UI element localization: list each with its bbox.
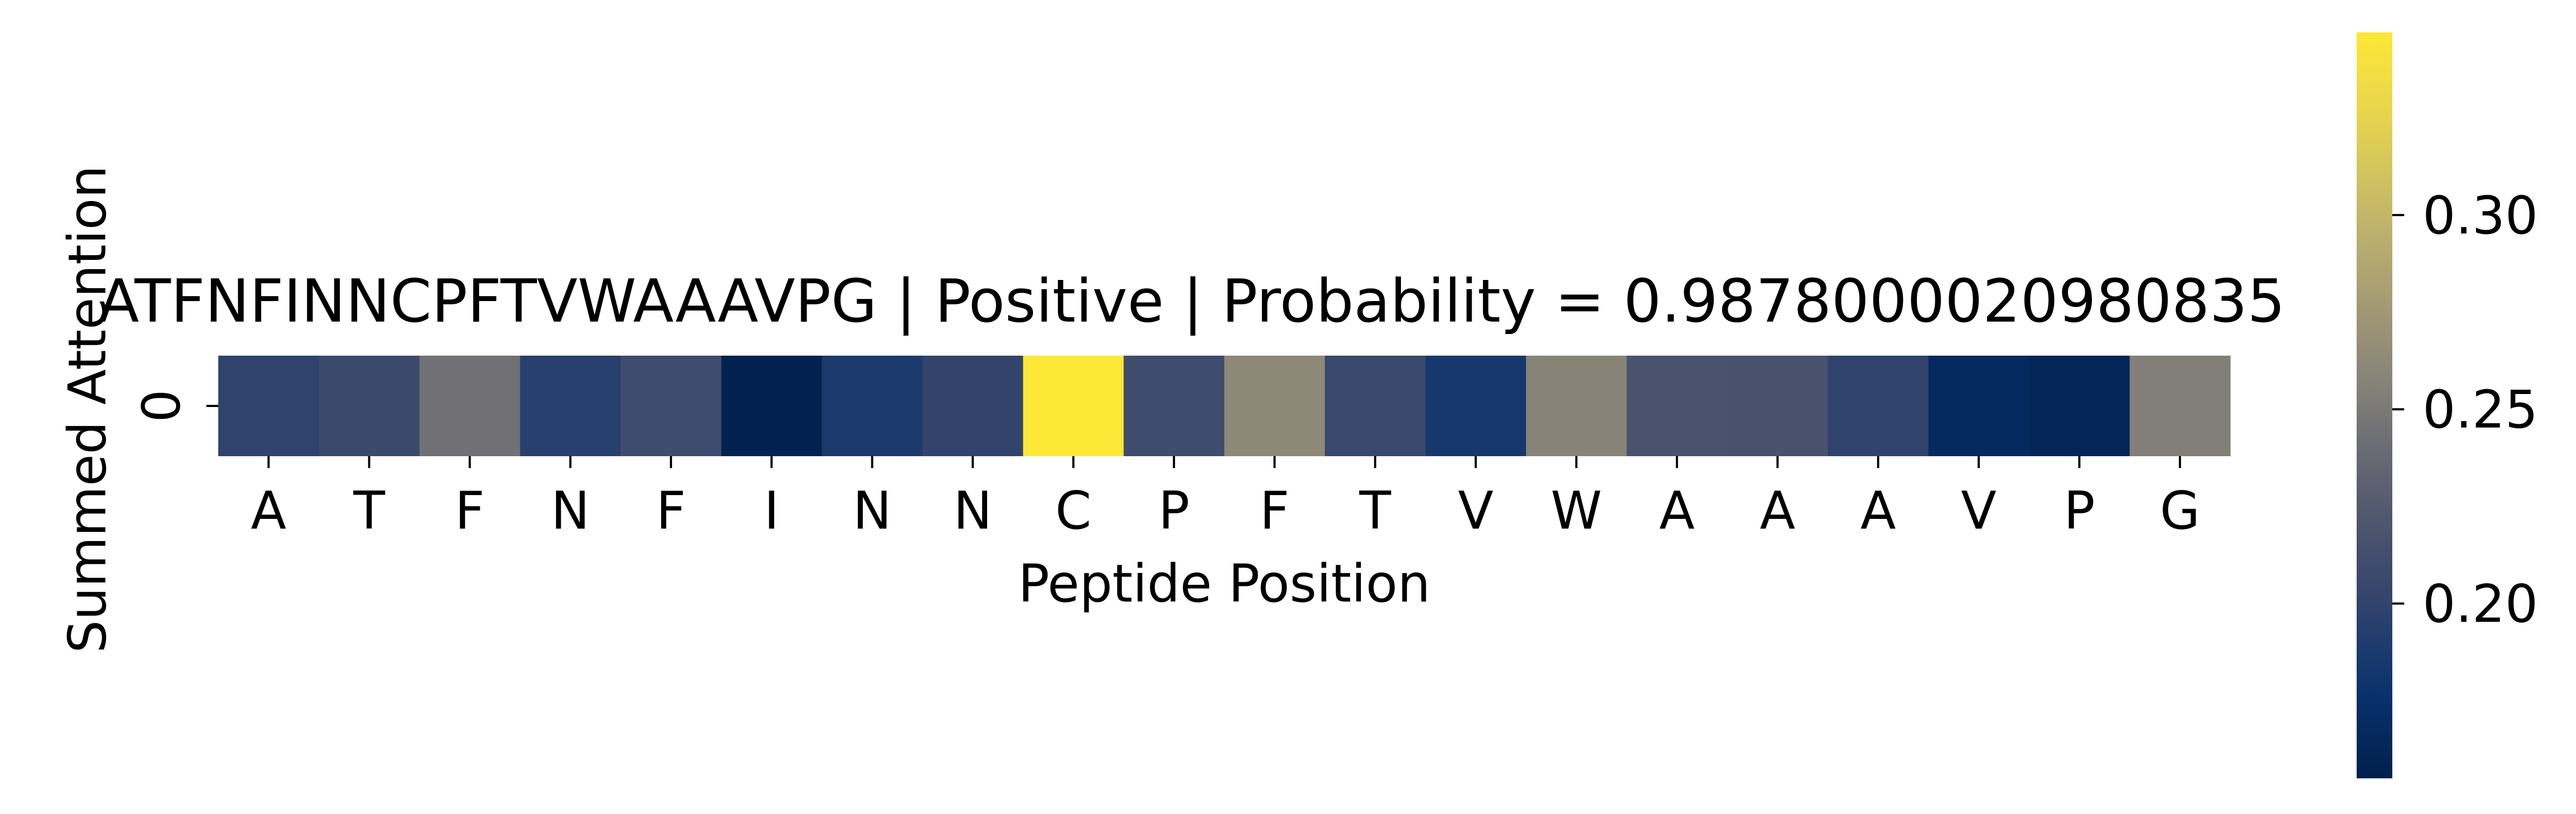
x-tick-label: A <box>1659 481 1695 541</box>
colorbar <box>2357 32 2392 778</box>
heatmap-cell-7 <box>922 356 1024 456</box>
x-axis-label: Peptide Position <box>1018 553 1430 614</box>
heatmap-cells <box>218 356 2231 456</box>
x-tick-label: F <box>656 481 686 541</box>
y-axis-label: Summed Attention <box>57 165 118 653</box>
x-tick-label: N <box>954 481 992 541</box>
x-tick-label: F <box>1259 481 1289 541</box>
heatmap-cell-18 <box>2029 356 2130 456</box>
x-tick-label: V <box>1961 481 1997 541</box>
heatmap-cell-10 <box>1224 356 1325 456</box>
x-tick-label: V <box>1458 481 1494 541</box>
x-tick-label: T <box>1359 481 1391 541</box>
x-tick-label: P <box>1158 481 1190 541</box>
x-tick-label: F <box>455 481 485 541</box>
heatmap-cell-8 <box>1023 356 1124 456</box>
y-tick-label: 0 <box>131 389 192 422</box>
x-tick-label: N <box>853 481 891 541</box>
y-axis: 0 <box>131 389 218 423</box>
x-tick-label: W <box>1551 481 1602 541</box>
x-tick-label: A <box>1860 481 1896 541</box>
x-tick-label: G <box>2160 481 2200 541</box>
heatmap-cell-12 <box>1425 356 1527 456</box>
heatmap-cell-1 <box>319 356 420 456</box>
heatmap-cell-17 <box>1928 356 2030 456</box>
heatmap-cell-5 <box>721 356 822 456</box>
x-tick-label: A <box>251 481 286 541</box>
colorbar-ticks: 0.20 0.25 0.30 <box>2392 185 2538 635</box>
x-tick-label: T <box>353 481 385 541</box>
x-tick-label: P <box>2064 481 2095 541</box>
heatmap-cell-16 <box>1828 356 1929 456</box>
heatmap-cell-13 <box>1526 356 1627 456</box>
colorbar-tick-label: 0.20 <box>2423 574 2538 635</box>
heatmap-cell-0 <box>218 356 319 456</box>
x-tick-label: I <box>764 481 779 541</box>
heatmap-cell-3 <box>520 356 621 456</box>
heatmap-cell-2 <box>419 356 521 456</box>
heatmap-cell-4 <box>620 356 722 456</box>
x-tick-label: N <box>551 481 590 541</box>
heatmap-cell-15 <box>1727 356 1828 456</box>
heatmap-cell-19 <box>2129 356 2231 456</box>
x-tick-label: A <box>1760 481 1795 541</box>
chart-title: ATFNFINNCPFTVWAAAVPG | Positive | Probab… <box>98 266 2285 336</box>
x-tick-label: C <box>1055 481 1091 541</box>
heatmap-cell-14 <box>1626 356 1728 456</box>
heatmap-cell-11 <box>1325 356 1426 456</box>
heatmap-cell-9 <box>1123 356 1225 456</box>
colorbar-tick-label: 0.30 <box>2423 185 2538 246</box>
colorbar-tick-label: 0.25 <box>2423 379 2538 440</box>
heatmap-cell-6 <box>822 356 923 456</box>
